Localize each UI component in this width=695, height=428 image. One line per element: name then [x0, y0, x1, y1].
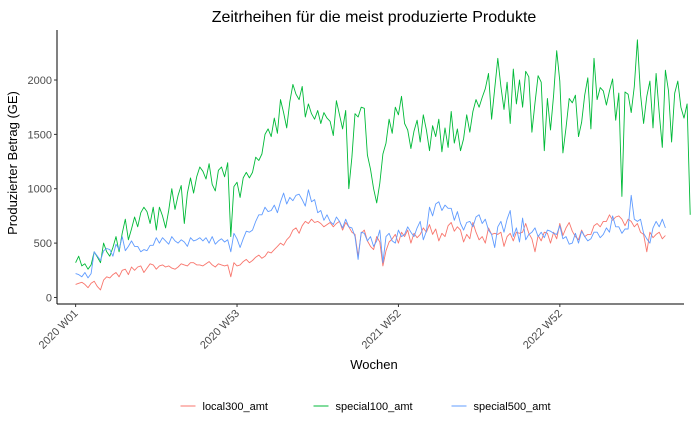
y-tick-label: 500 — [34, 238, 52, 250]
y-axis-title: Produzierter Betrag (GE) — [5, 91, 20, 235]
y-tick-label: 1000 — [28, 184, 52, 196]
series-line-local300_amt — [75, 214, 666, 291]
y-tick-label: 1500 — [28, 129, 52, 141]
legend-label: special100_amt — [336, 401, 413, 413]
x-axis-title: Wochen — [350, 357, 397, 372]
legend-item-special500_amt: special500_amt — [451, 401, 551, 413]
plot-area — [75, 39, 691, 291]
y-tick-label: 2000 — [28, 75, 52, 87]
legend-label: special500_amt — [474, 401, 551, 413]
chart-title: Zeitrheihen für die meist produzierte Pr… — [212, 9, 537, 26]
series-line-special100_amt — [75, 39, 691, 270]
legend-label: local300_amt — [203, 401, 268, 413]
legend-item-local300_amt: local300_amt — [180, 401, 268, 413]
legend: local300_amt special100_amt special500_amt — [180, 401, 551, 413]
legend-item-special100_amt: special100_amt — [313, 401, 413, 413]
y-tick-label: 0 — [46, 292, 52, 304]
series-line-special500_amt — [75, 189, 666, 279]
y-axis: 0 500 1000 1500 2000 — [28, 30, 58, 304]
